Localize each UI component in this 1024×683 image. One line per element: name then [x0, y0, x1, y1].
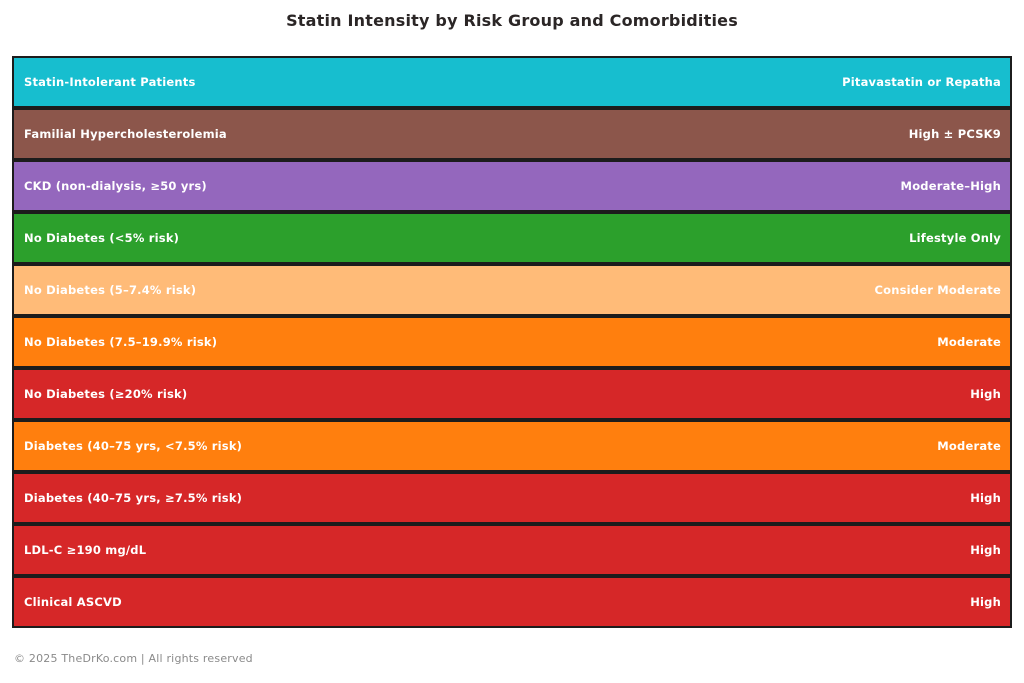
bar-row: Clinical ASCVD High [12, 576, 1012, 628]
intensity-label: Moderate [937, 335, 1001, 349]
intensity-label: High [970, 595, 1001, 609]
bar-row: No Diabetes (<5% risk) Lifestyle Only [12, 212, 1012, 264]
intensity-label: Moderate–High [900, 179, 1001, 193]
risk-group-label: Diabetes (40–75 yrs, <7.5% risk) [24, 439, 243, 453]
bar-row: LDL-C ≥190 mg/dL High [12, 524, 1012, 576]
intensity-label: High [970, 387, 1001, 401]
risk-group-bar-chart: Statin-Intolerant Patients Pitavastatin o… [12, 56, 1012, 628]
intensity-label: High [970, 491, 1001, 505]
bar-row: No Diabetes (≥20% risk) High [12, 368, 1012, 420]
bar-row: No Diabetes (7.5–19.9% risk) Moderate [12, 316, 1012, 368]
risk-group-label: Diabetes (40–75 yrs, ≥7.5% risk) [24, 491, 243, 505]
risk-group-label: LDL-C ≥190 mg/dL [24, 543, 147, 557]
risk-group-label: No Diabetes (7.5–19.9% risk) [24, 335, 218, 349]
bar-row: Statin-Intolerant Patients Pitavastatin o… [12, 56, 1012, 108]
intensity-label: High ± PCSK9 [908, 127, 1001, 141]
risk-group-label: Clinical ASCVD [24, 595, 122, 609]
copyright-footer: © 2025 TheDrKo.com | All rights reserved [14, 652, 253, 665]
intensity-label: High [970, 543, 1001, 557]
bar-row: Diabetes (40–75 yrs, <7.5% risk) Moderate [12, 420, 1012, 472]
risk-group-label: No Diabetes (5–7.4% risk) [24, 283, 197, 297]
risk-group-label: No Diabetes (≥20% risk) [24, 387, 188, 401]
risk-group-label: No Diabetes (<5% risk) [24, 231, 180, 245]
bar-row: CKD (non-dialysis, ≥50 yrs) Moderate–High [12, 160, 1012, 212]
intensity-label: Pitavastatin or Repatha [842, 75, 1001, 89]
risk-group-label: Familial Hypercholesterolemia [24, 127, 227, 141]
bar-row: Familial Hypercholesterolemia High ± PCSK… [12, 108, 1012, 160]
chart-title: Statin Intensity by Risk Group and Comor… [286, 11, 738, 30]
statin-intensity-figure: Statin Intensity by Risk Group and Comor… [0, 10, 1024, 683]
intensity-label: Moderate [937, 439, 1001, 453]
risk-group-label: Statin-Intolerant Patients [24, 75, 196, 89]
bar-row: Diabetes (40–75 yrs, ≥7.5% risk) High [12, 472, 1012, 524]
risk-group-label: CKD (non-dialysis, ≥50 yrs) [24, 179, 207, 193]
bar-row: No Diabetes (5–7.4% risk) Consider Modera… [12, 264, 1012, 316]
intensity-label: Consider Moderate [874, 283, 1001, 297]
intensity-label: Lifestyle Only [909, 231, 1001, 245]
